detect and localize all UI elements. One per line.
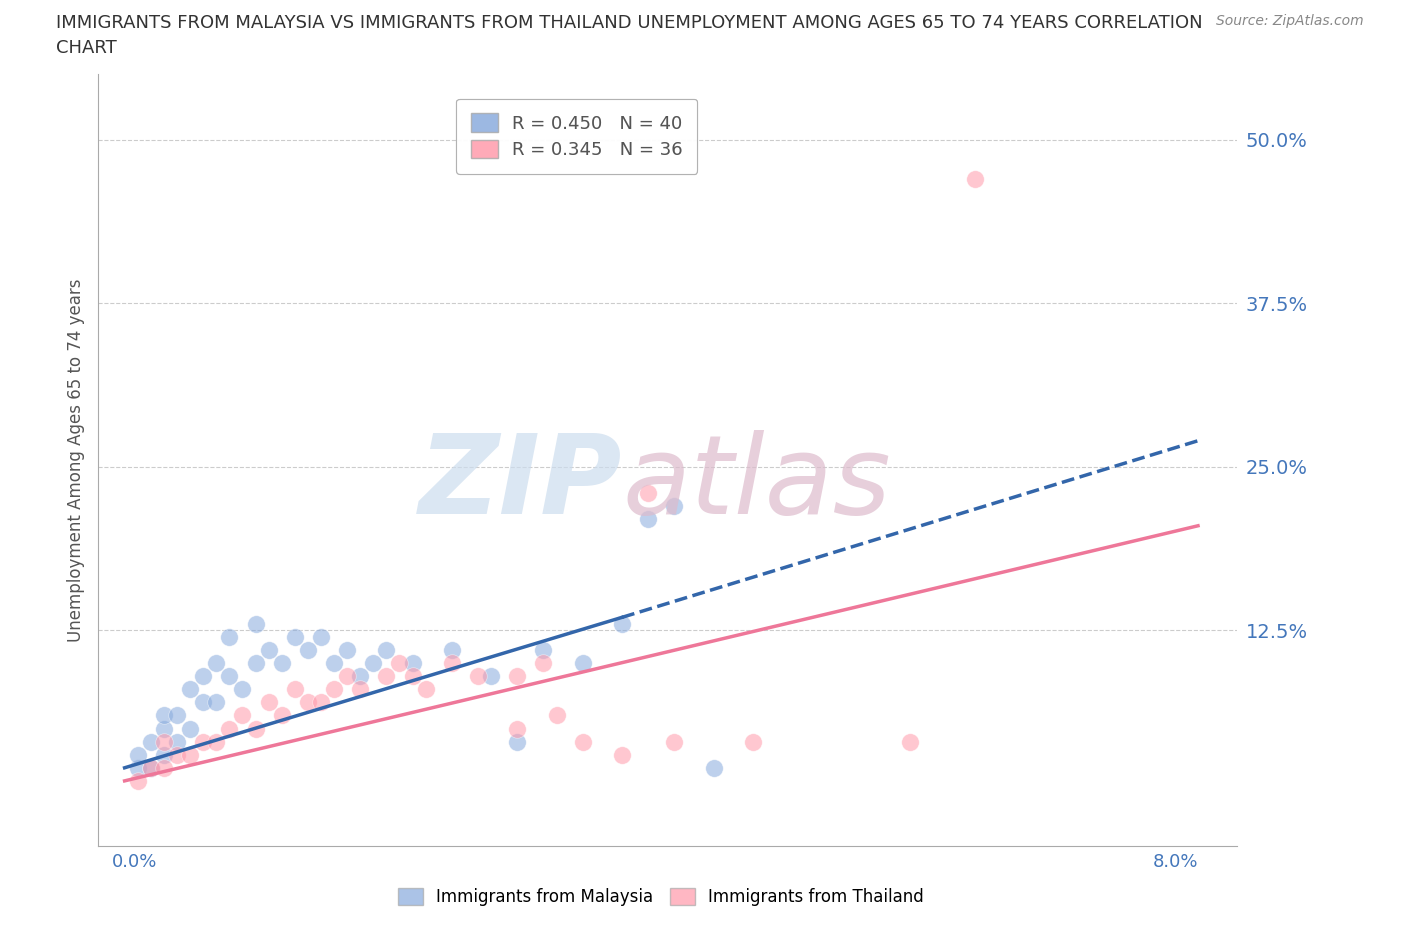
Point (191, 695, 214, 710)
Point (323, 656, 346, 671)
Text: atlas: atlas (623, 430, 891, 537)
Point (571, 656, 593, 671)
Point (284, 630, 307, 644)
Point (179, 748, 201, 763)
Point (205, 695, 228, 710)
Point (139, 761, 162, 776)
Point (205, 656, 228, 671)
Point (440, 643, 463, 658)
Point (375, 643, 398, 658)
Point (270, 708, 292, 723)
Point (179, 682, 201, 697)
Point (323, 682, 346, 697)
Point (245, 617, 267, 631)
Legend: R = 0.450   N = 40, R = 0.345   N = 36: R = 0.450 N = 40, R = 0.345 N = 36 (456, 99, 697, 174)
Point (166, 748, 188, 763)
Point (401, 656, 423, 671)
Point (610, 617, 633, 631)
Point (349, 669, 371, 684)
Point (127, 748, 149, 763)
Point (139, 761, 162, 776)
Point (231, 708, 253, 723)
Point (965, 172, 987, 187)
Point (245, 656, 267, 671)
Point (231, 682, 253, 697)
Point (166, 734, 188, 749)
Point (218, 669, 240, 684)
Point (257, 643, 280, 658)
Point (218, 630, 240, 644)
Legend: Immigrants from Malaysia, Immigrants from Thailand: Immigrants from Malaysia, Immigrants fro… (391, 881, 931, 912)
Point (336, 669, 359, 684)
Text: 0.0%: 0.0% (111, 853, 157, 870)
Point (637, 485, 659, 500)
Point (898, 734, 921, 749)
Point (440, 656, 463, 671)
Point (179, 721, 201, 736)
Point (546, 708, 568, 723)
Point (349, 682, 371, 697)
Point (127, 774, 149, 789)
Text: Source: ZipAtlas.com: Source: ZipAtlas.com (1216, 14, 1364, 28)
Point (153, 708, 176, 723)
Point (388, 656, 411, 671)
Point (309, 630, 332, 644)
Point (153, 748, 176, 763)
Point (571, 734, 593, 749)
Point (479, 669, 502, 684)
Point (153, 721, 176, 736)
Point (467, 669, 489, 684)
Point (637, 512, 659, 526)
Y-axis label: Unemployment Among Ages 65 to 74 years: Unemployment Among Ages 65 to 74 years (66, 279, 84, 642)
Point (415, 682, 437, 697)
Point (533, 656, 555, 671)
Point (375, 669, 398, 684)
Point (205, 734, 228, 749)
Point (153, 734, 176, 749)
Point (257, 695, 280, 710)
Point (363, 656, 385, 671)
Point (506, 721, 529, 736)
Point (297, 643, 319, 658)
Point (270, 656, 292, 671)
Point (139, 734, 162, 749)
Point (309, 695, 332, 710)
Point (533, 643, 555, 658)
Point (284, 682, 307, 697)
Text: CHART: CHART (56, 39, 117, 57)
Point (610, 748, 633, 763)
Point (245, 721, 267, 736)
Text: ZIP: ZIP (419, 430, 623, 537)
Point (297, 695, 319, 710)
Point (664, 498, 686, 513)
Point (742, 734, 765, 749)
Point (336, 643, 359, 658)
Text: 8.0%: 8.0% (1153, 853, 1198, 870)
Point (166, 708, 188, 723)
Point (506, 734, 529, 749)
Point (664, 734, 686, 749)
Text: IMMIGRANTS FROM MALAYSIA VS IMMIGRANTS FROM THAILAND UNEMPLOYMENT AMONG AGES 65 : IMMIGRANTS FROM MALAYSIA VS IMMIGRANTS F… (56, 14, 1204, 32)
Point (506, 669, 529, 684)
Point (153, 761, 176, 776)
Point (127, 761, 149, 776)
Point (191, 734, 214, 749)
Point (218, 721, 240, 736)
Point (191, 669, 214, 684)
Point (401, 669, 423, 684)
Point (703, 761, 725, 776)
